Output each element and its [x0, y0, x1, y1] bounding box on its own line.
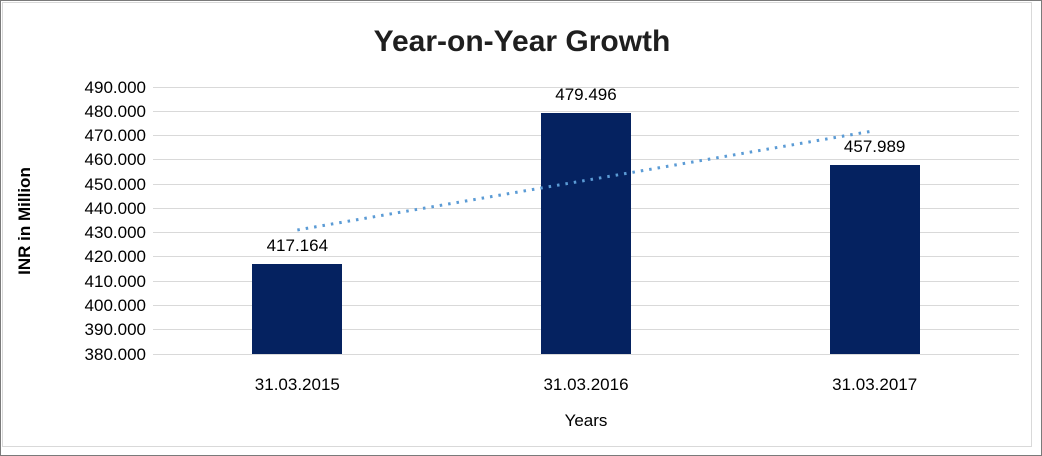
y-tick-label: 460.000 [84, 150, 146, 170]
y-tick-label: 470.000 [84, 126, 146, 146]
y-tick-label: 490.000 [84, 77, 146, 97]
gridline [153, 353, 1019, 355]
y-tick-label: 410.000 [84, 271, 146, 291]
y-tick-label: 430.000 [84, 223, 146, 243]
bar-31.03.2016[interactable] [541, 112, 631, 354]
bar-data-label: 457.989 [843, 136, 906, 156]
y-tick-label: 400.000 [84, 295, 146, 315]
x-axis-title: Years [564, 411, 608, 430]
y-tick-label: 420.000 [84, 247, 146, 267]
x-tick-label: 31.03.2015 [254, 375, 340, 394]
y-tick-label: 380.000 [84, 344, 146, 364]
bar-31.03.2017[interactable] [829, 164, 920, 354]
gridline [153, 86, 1019, 88]
plot-area[interactable]: 417.164 479.496 457.989 [153, 84, 1019, 355]
y-tick-label: 390.000 [84, 320, 146, 340]
y-tick-label: 450.000 [84, 174, 146, 194]
y-tick-label: 480.000 [84, 101, 146, 121]
x-tick-label: 31.03.2016 [543, 375, 629, 394]
chart-title: Year-on-Year Growth [373, 25, 671, 58]
gridline [153, 110, 1019, 112]
y-tick-label: 440.000 [84, 198, 146, 218]
y-axis-title-text: INR in Million [15, 167, 34, 275]
x-tick-label: 31.03.2017 [832, 375, 918, 394]
trendline[interactable] [153, 87, 1019, 354]
bar-data-label: 417.164 [266, 235, 329, 255]
bar-data-label: 479.496 [555, 84, 617, 104]
bar-31.03.2015[interactable] [252, 263, 343, 354]
